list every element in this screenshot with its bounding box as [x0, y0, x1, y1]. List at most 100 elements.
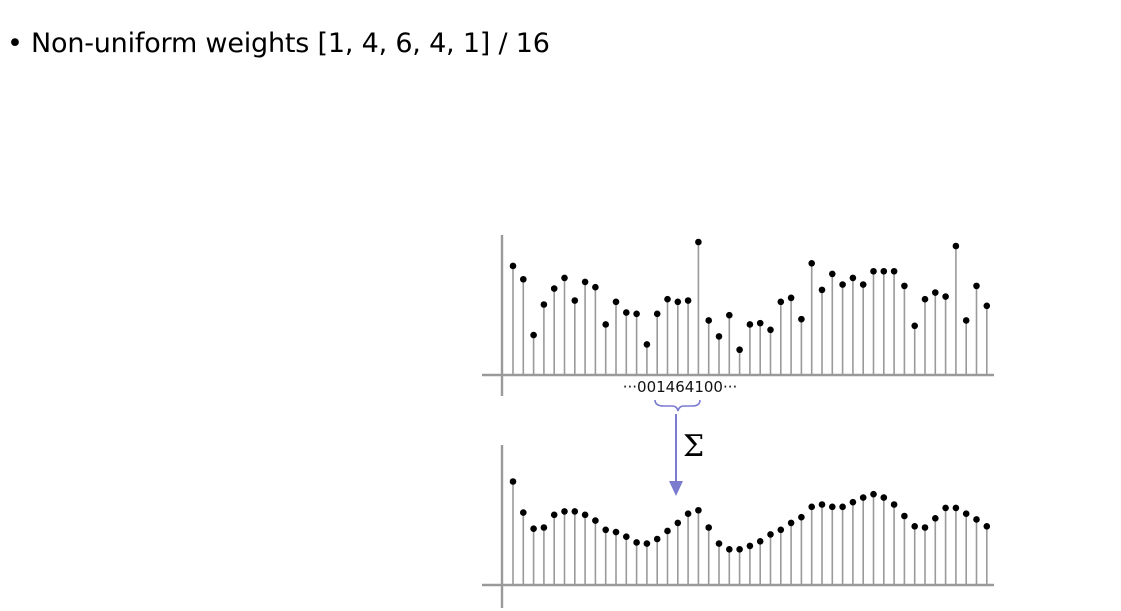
input-sample-point: [911, 322, 918, 330]
input-sample-point: [880, 267, 888, 275]
output-sample-point: [623, 533, 630, 540]
output-sample-point: [643, 540, 651, 547]
input-sample-point: [561, 274, 568, 282]
input-sample-point: [890, 267, 898, 275]
output-sample-point: [756, 538, 764, 545]
input-sample-point: [612, 298, 620, 306]
output-sample-point: [664, 527, 671, 535]
input-sample-point: [653, 310, 661, 318]
input-sample-point: [973, 282, 980, 290]
output-sample-point: [839, 503, 846, 511]
output-sample-point: [540, 524, 548, 531]
output-sample-point: [818, 501, 826, 508]
input-sample-point: [932, 289, 939, 296]
input-sample-point: [695, 238, 702, 246]
output-sample-point: [798, 513, 805, 521]
output-sample-point: [550, 511, 558, 519]
bullet-marker: •: [7, 28, 23, 59]
kernel-label: ···001464100···: [623, 378, 738, 396]
input-sample-point: [571, 297, 579, 304]
input-sample-point: [509, 262, 517, 270]
output-sample-point: [581, 511, 589, 519]
summation-arrowhead: [669, 481, 683, 496]
output-sample-point: [911, 523, 918, 530]
output-sample-point: [695, 506, 702, 514]
output-sample-point: [705, 524, 712, 531]
output-sample-point: [777, 526, 785, 534]
output-signal: [509, 478, 991, 585]
input-sample-point: [715, 333, 723, 340]
input-sample-point: [550, 285, 558, 292]
bullet-item: • Non-uniform weights [1, 4, 6, 4, 1] / 1…: [7, 28, 550, 59]
input-sample-point: [684, 297, 692, 304]
input-sample-point: [540, 301, 548, 308]
output-sample-point: [921, 524, 929, 531]
output-sample-point: [530, 525, 537, 532]
output-sample-point: [973, 516, 980, 523]
output-sample-point: [787, 519, 795, 527]
input-sample-point: [901, 282, 908, 290]
output-sample-point: [962, 510, 970, 517]
output-sample-point: [829, 503, 836, 511]
output-sample-point: [767, 531, 774, 538]
input-sample-point: [849, 274, 857, 282]
input-sample-point: [581, 278, 589, 286]
input-sample-point: [643, 341, 651, 348]
input-sample-point: [942, 293, 949, 300]
input-sample-point: [746, 321, 754, 328]
output-sample-point: [684, 510, 692, 517]
input-sample-point: [798, 315, 805, 323]
output-sample-point: [602, 526, 609, 534]
output-sample-point: [592, 517, 599, 524]
output-sample-point: [561, 508, 568, 515]
output-sample-point: [612, 528, 620, 536]
input-sample-point: [674, 298, 682, 306]
output-sample-point: [880, 494, 888, 501]
input-sample-point: [818, 286, 826, 294]
output-sample-point: [726, 546, 733, 553]
output-sample-point: [520, 509, 527, 516]
sigma-symbol: Σ: [683, 429, 704, 464]
input-sample-point: [983, 302, 991, 310]
input-sample-point: [664, 295, 671, 303]
input-sample-point: [736, 346, 743, 354]
output-sample-point: [952, 504, 960, 512]
input-sample-point: [808, 259, 815, 267]
output-sample-point: [633, 539, 640, 546]
output-sample-point: [653, 535, 661, 543]
input-sample-point: [839, 281, 846, 288]
input-sample-point: [952, 242, 960, 250]
output-sample-point: [859, 494, 867, 501]
output-sample-point: [746, 542, 754, 550]
output-sample-point: [890, 501, 898, 508]
output-sample-point: [870, 490, 877, 498]
input-sample-point: [705, 317, 712, 324]
kernel-brace: [654, 399, 701, 412]
output-sample-point: [509, 478, 517, 485]
input-sample-point: [756, 319, 764, 327]
input-sample-point: [859, 281, 867, 288]
output-sample-point: [901, 512, 908, 520]
input-sample-point: [592, 283, 599, 291]
output-sample-point: [715, 540, 723, 547]
input-sample-point: [633, 310, 640, 318]
input-sample-point: [602, 321, 609, 328]
output-sample-point: [808, 503, 815, 511]
input-sample-point: [530, 331, 537, 339]
input-sample-point: [962, 317, 970, 324]
output-sample-point: [983, 523, 991, 530]
input-sample-point: [623, 309, 630, 316]
input-sample-point: [777, 298, 785, 306]
bullet-text: Non-uniform weights [1, 4, 6, 4, 1] / 16: [31, 28, 550, 59]
output-sample-point: [736, 546, 743, 553]
output-sample-point: [942, 504, 949, 512]
input-sample-point: [767, 326, 774, 334]
input-sample-point: [787, 294, 795, 302]
input-sample-point: [870, 267, 877, 275]
input-sample-point: [520, 275, 527, 283]
output-sample-point: [849, 498, 857, 506]
input-sample-point: [829, 270, 836, 278]
output-sample-point: [571, 508, 579, 515]
input-signal: [509, 238, 991, 375]
